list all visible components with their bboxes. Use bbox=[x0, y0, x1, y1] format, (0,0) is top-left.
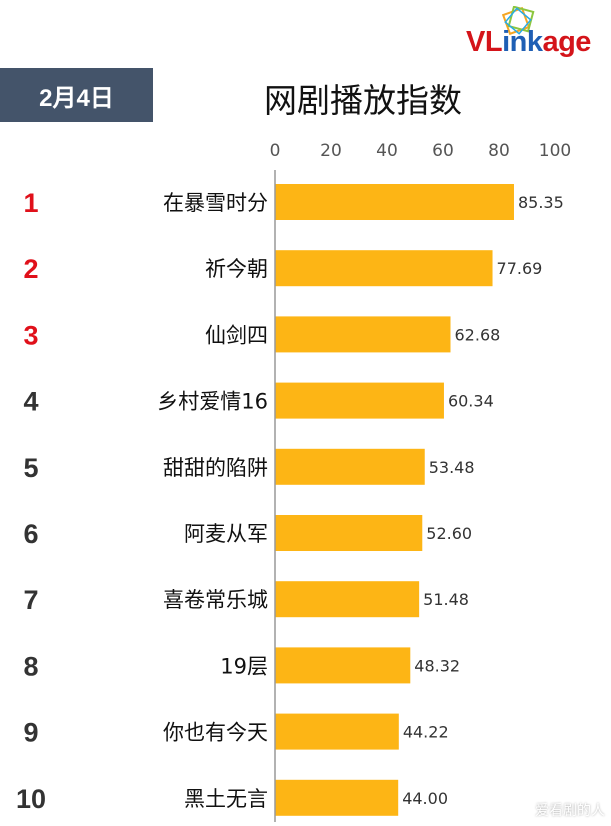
x-tick-label: 20 bbox=[320, 141, 342, 161]
category-label: 祈今朝 bbox=[205, 257, 268, 281]
data-label: 51.48 bbox=[423, 590, 469, 609]
data-label: 44.22 bbox=[403, 723, 449, 742]
data-label: 44.00 bbox=[402, 789, 448, 808]
category-label: 仙剑四 bbox=[205, 323, 268, 347]
rank-label: 10 bbox=[16, 784, 46, 814]
category-label: 你也有今天 bbox=[163, 721, 268, 745]
data-label: 52.60 bbox=[426, 524, 472, 543]
logo-mark-icon bbox=[502, 6, 535, 36]
rank-label: 4 bbox=[23, 387, 38, 417]
category-label: 甜甜的陷阱 bbox=[163, 456, 268, 480]
rank-label: 5 bbox=[23, 453, 38, 483]
bar bbox=[275, 316, 451, 353]
category-label: 喜卷常乐城 bbox=[163, 588, 268, 612]
rank-label: 3 bbox=[23, 320, 38, 350]
x-tick-label: 80 bbox=[488, 141, 510, 161]
category-label: 黑土无言 bbox=[184, 787, 268, 811]
date-badge: 2月4日 bbox=[0, 68, 153, 122]
x-tick-label: 60 bbox=[432, 141, 454, 161]
rank-label: 8 bbox=[23, 651, 38, 681]
brand-middle: ink bbox=[502, 26, 543, 58]
rank-label: 2 bbox=[23, 254, 38, 284]
rank-label: 7 bbox=[23, 585, 38, 615]
data-label: 85.35 bbox=[518, 193, 564, 212]
x-tick-label: 0 bbox=[270, 141, 281, 161]
bar bbox=[275, 250, 493, 287]
x-tick-label: 100 bbox=[539, 141, 571, 161]
brand-wordmark: VLinkage bbox=[466, 26, 591, 59]
category-label: 19层 bbox=[220, 654, 268, 678]
data-label: 60.34 bbox=[448, 392, 494, 411]
bar bbox=[275, 581, 420, 618]
brand-logo: VLinkage bbox=[462, 6, 608, 59]
watermark: 爱看剧的人 bbox=[535, 803, 605, 819]
chart-title: 网剧播放指数 bbox=[264, 81, 462, 120]
x-tick-label: 40 bbox=[376, 141, 398, 161]
data-label: 77.69 bbox=[497, 259, 543, 278]
category-label: 乡村爱情16 bbox=[157, 390, 268, 414]
bar bbox=[275, 382, 444, 419]
bar bbox=[275, 779, 399, 816]
brand-prefix: VL bbox=[466, 26, 503, 58]
bar bbox=[275, 713, 399, 750]
data-label: 53.48 bbox=[429, 458, 475, 477]
category-label: 阿麦从军 bbox=[184, 522, 268, 546]
data-label: 48.32 bbox=[414, 656, 460, 675]
bar bbox=[275, 515, 423, 551]
brand-suffix: age bbox=[542, 26, 591, 58]
bar bbox=[275, 184, 514, 220]
rank-label: 6 bbox=[23, 519, 38, 549]
category-label: 在暴雪时分 bbox=[163, 191, 268, 215]
rank-label: 1 bbox=[23, 188, 38, 218]
rank-label: 9 bbox=[23, 718, 38, 748]
data-label: 62.68 bbox=[455, 325, 501, 344]
bar bbox=[275, 647, 411, 684]
bar bbox=[275, 448, 425, 485]
